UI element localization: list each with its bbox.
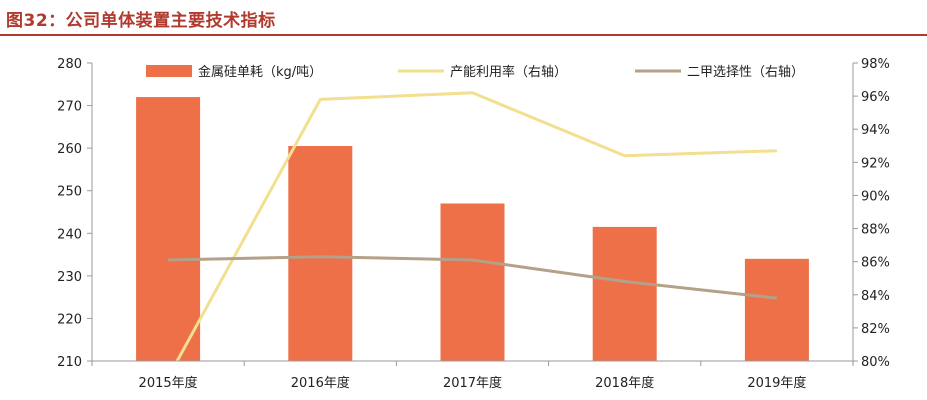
title-rule	[0, 34, 927, 36]
y-tick-label: 250	[57, 185, 82, 200]
y2-tick-label: 88%	[861, 223, 890, 238]
bar-1	[136, 97, 201, 362]
x-tick-label: 2015年度	[139, 375, 198, 391]
y2-tick-label: 96%	[861, 90, 890, 105]
y-tick-label: 240	[57, 227, 82, 242]
y-tick-label: 220	[57, 312, 82, 327]
y2-tick-label: 82%	[861, 322, 890, 337]
series-line-1	[175, 91, 777, 361]
y-tick-label: 280	[57, 57, 82, 72]
x-tick-label: 2018年度	[595, 375, 654, 391]
figure-title: 图32：公司单体装置主要技术指标	[6, 11, 276, 31]
plot-area: 210 220 230 240 250 260 270 280 80% 82% 84% 86% 88% 9…	[57, 57, 890, 391]
y2-tick-label: 94%	[861, 123, 890, 138]
y2-tick-label: 84%	[861, 289, 890, 304]
legend-label: 二甲选择性（右轴）	[687, 65, 804, 80]
y2-tick-label: 90%	[861, 189, 890, 204]
legend-label: 金属硅单耗（kg/吨）	[198, 64, 322, 80]
y2-tick-label: 80%	[861, 355, 890, 370]
y2-tick-label: 98%	[861, 57, 890, 72]
bar-4	[592, 226, 657, 361]
legend-swatch-bar	[146, 65, 192, 77]
y-tick-label: 270	[57, 100, 82, 115]
y2-tick-label: 92%	[861, 156, 890, 171]
legend: 金属硅单耗（kg/吨） 产能利用率（右轴） 二甲选择性（右轴）	[146, 64, 804, 80]
bar-3	[440, 203, 505, 361]
x-tick-label: 2017年度	[443, 375, 502, 391]
x-tick-label: 2019年度	[747, 375, 806, 391]
y-tick-label: 210	[57, 355, 82, 370]
y-tick-label: 260	[57, 142, 82, 157]
y2-tick-label: 86%	[861, 256, 890, 271]
y-tick-label: 230	[57, 270, 82, 285]
bar-5	[744, 258, 809, 361]
x-tick-label: 2016年度	[291, 375, 350, 391]
legend-label: 产能利用率（右轴）	[450, 64, 567, 80]
bar-2	[288, 146, 353, 361]
series-line-2	[168, 255, 778, 300]
